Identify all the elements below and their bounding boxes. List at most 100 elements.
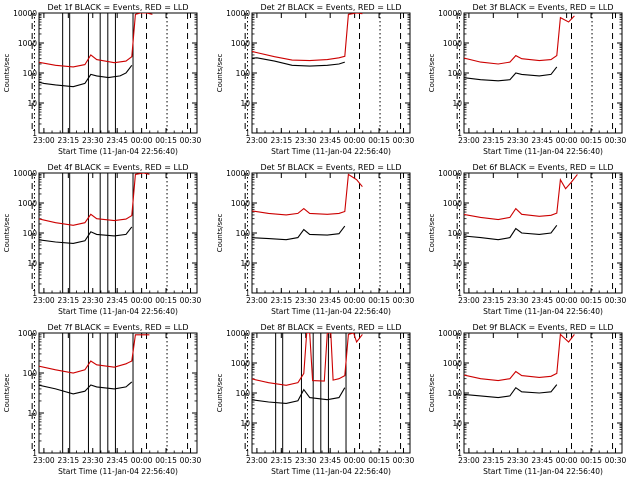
y-tick-label: 10000 [13,169,37,178]
panel-5: Det 5f BLACK = Events, RED = LLD Counts/s… [216,163,415,316]
series-events [252,225,346,241]
x-tick-label: 00:15 [368,136,390,145]
y-tick-label: 1 [245,289,250,298]
series-lld [464,15,575,65]
x-tick-label: 23:30 [295,456,317,465]
y-tick-label: 1 [457,129,462,138]
series-events [464,66,558,82]
x-axis-label: Start Time (11-Jan-04 22:56:40) [58,467,178,476]
x-tick-label: 00:30 [393,136,415,145]
x-tick-label: 23:45 [319,456,341,465]
y-tick-label: 1000 [18,39,37,48]
x-tick-label: 23:45 [106,296,128,305]
x-tick-label: 23:00 [458,296,480,305]
x-tick-label: 23:30 [82,456,104,465]
x-tick-label: 23:30 [507,456,529,465]
x-tick-label: 23:15 [271,296,293,305]
y-tick-label: 1000 [443,199,462,208]
y-tick-label: 1 [457,449,462,458]
x-tick-label: 00:15 [580,456,602,465]
series-lld [39,13,153,68]
x-axis-label: Start Time (11-Jan-04 22:56:40) [271,467,391,476]
x-tick-label: 00:15 [580,296,602,305]
x-tick-label: 00:30 [605,136,627,145]
y-tick-label: 1000 [231,199,250,208]
x-tick-label: 23:30 [507,136,529,145]
y-tick-label: 1 [245,449,250,458]
plot-frame [463,172,623,294]
y-tick-label: 100 [236,389,251,398]
x-tick-label: 23:15 [58,456,80,465]
y-tick-label: 100 [23,229,38,238]
panel-7: Det 7f BLACK = Events, RED = LLD Counts/s… [3,323,202,476]
x-tick-label: 00:00 [131,136,153,145]
x-tick-label: 23:30 [295,136,317,145]
panel-6: Det 6f BLACK = Events, RED = LLD Counts/s… [428,163,627,316]
series-lld [252,173,363,216]
x-tick-label: 23:15 [483,296,505,305]
x-tick-label: 00:30 [605,456,627,465]
x-tick-label: 23:15 [271,136,293,145]
panel-title: Det 4f BLACK = Events, RED = LLD [47,163,188,172]
y-tick-label: 100 [23,369,38,378]
x-tick-label: 00:00 [556,296,578,305]
x-tick-label: 00:00 [556,456,578,465]
y-axis-label: Counts/sec [216,54,224,93]
y-tick-label: 1 [32,129,37,138]
y-tick-label: 1000 [443,39,462,48]
y-tick-label: 100 [236,229,251,238]
series-lld [464,174,578,221]
y-tick-label: 1000 [18,329,37,338]
x-tick-label: 23:15 [483,136,505,145]
plot-frame [251,172,411,294]
plot-frame [251,12,411,134]
y-tick-label: 10000 [13,9,37,18]
x-axis-label: Start Time (11-Jan-04 22:56:40) [483,467,603,476]
x-tick-label: 23:00 [246,456,268,465]
series-events [39,64,133,88]
series-lld [252,333,363,386]
x-tick-label: 00:00 [131,456,153,465]
series-events [39,381,133,395]
x-axis-label: Start Time (11-Jan-04 22:56:40) [271,307,391,316]
panel-2: Det 2f BLACK = Events, RED = LLD Counts/s… [216,3,415,156]
y-tick-label: 10000 [226,329,250,338]
y-tick-label: 10000 [438,9,462,18]
panel-title: Det 1f BLACK = Events, RED = LLD [47,3,188,12]
y-tick-label: 1 [32,289,37,298]
x-tick-label: 23:00 [246,136,268,145]
x-tick-label: 00:30 [180,456,202,465]
y-axis-label: Counts/sec [216,374,224,413]
y-tick-label: 1000 [443,359,462,368]
x-tick-label: 00:30 [393,296,415,305]
x-tick-label: 23:00 [33,136,55,145]
y-tick-label: 1000 [18,199,37,208]
series-events [39,226,133,244]
panel-title: Det 5f BLACK = Events, RED = LLD [260,163,401,172]
y-tick-label: 100 [448,229,463,238]
x-tick-label: 23:45 [531,136,553,145]
y-tick-label: 100 [448,389,463,398]
x-axis-label: Start Time (11-Jan-04 22:56:40) [58,147,178,156]
x-tick-label: 00:30 [393,456,415,465]
x-tick-label: 23:15 [58,136,80,145]
x-axis-label: Start Time (11-Jan-04 22:56:40) [483,307,603,316]
x-tick-label: 23:45 [106,136,128,145]
x-tick-label: 23:30 [82,296,104,305]
x-tick-label: 00:00 [344,456,366,465]
y-axis-label: Counts/sec [428,54,436,93]
panel-3: Det 3f BLACK = Events, RED = LLD Counts/s… [428,3,627,156]
series-events [252,57,345,67]
y-axis-label: Counts/sec [216,214,224,253]
series-events [464,224,558,241]
x-tick-label: 00:00 [344,296,366,305]
panel-title: Det 3f BLACK = Events, RED = LLD [472,3,613,12]
series-lld [39,334,150,374]
x-tick-label: 23:15 [483,456,505,465]
panel-title: Det 8f BLACK = Events, RED = LLD [260,323,401,332]
x-tick-label: 23:15 [58,296,80,305]
x-tick-label: 23:00 [458,136,480,145]
x-tick-label: 00:15 [368,456,390,465]
x-tick-label: 00:00 [556,136,578,145]
